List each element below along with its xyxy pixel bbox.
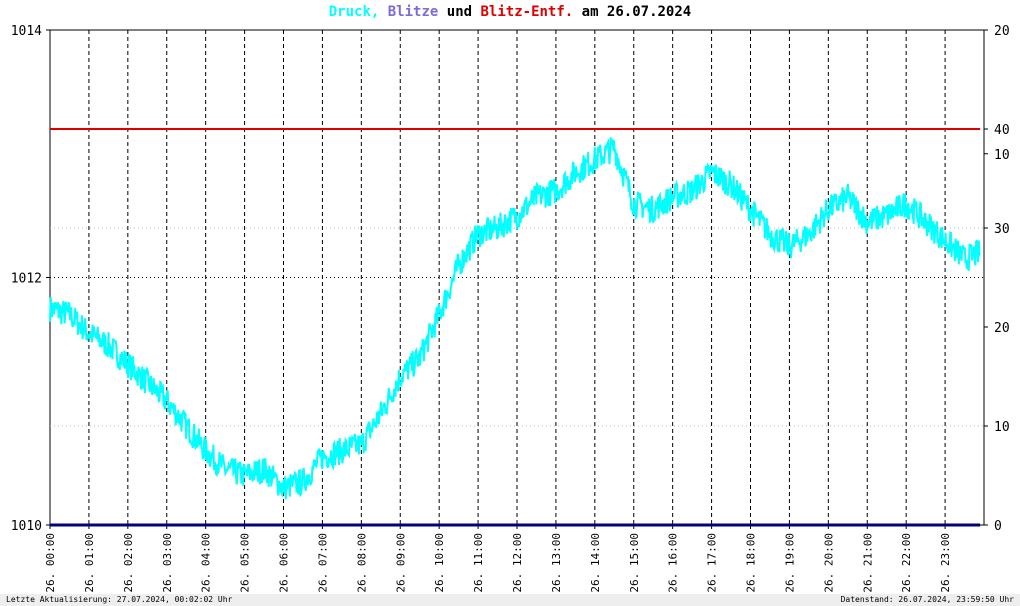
right-tick-label: 40 xyxy=(994,123,1010,138)
pressure-line xyxy=(49,137,981,500)
right-tick-label: 10 xyxy=(994,148,1010,163)
x-tick-label: 26. 00:00 xyxy=(44,533,57,593)
x-tick-label: 26. 02:00 xyxy=(122,533,135,593)
data-status-text: Datenstand: 26.07.2024, 23:59:50 Uhr xyxy=(840,595,1014,604)
title-lightning: Blitze xyxy=(379,4,439,20)
right-tick-label: 10 xyxy=(994,420,1010,435)
right-tick-label: 30 xyxy=(994,222,1010,237)
right-tick-label: 20 xyxy=(994,24,1010,39)
title-and: und xyxy=(438,4,481,20)
x-tick-label: 26. 07:00 xyxy=(316,533,329,593)
x-tick-label: 26. 18:00 xyxy=(745,533,758,593)
x-tick-label: 26. 05:00 xyxy=(239,533,252,593)
x-tick-label: 26. 10:00 xyxy=(433,533,446,593)
x-tick-label: 26. 12:00 xyxy=(511,533,524,593)
x-tick-label: 26. 16:00 xyxy=(667,533,680,593)
x-tick-label: 26. 19:00 xyxy=(783,533,796,593)
title-pressure: Druck, xyxy=(328,4,380,20)
x-tick-label: 26. 15:00 xyxy=(628,533,641,593)
title-distance: Blitz-Entf. xyxy=(480,4,574,20)
title-date: am 26.07.2024 xyxy=(573,4,692,20)
left-tick-label: 1012 xyxy=(11,272,42,287)
x-tick-label: 26. 06:00 xyxy=(278,533,291,593)
x-tick-label: 26. 09:00 xyxy=(394,533,407,593)
x-tick-label: 26. 04:00 xyxy=(200,533,213,593)
x-tick-label: 26. 14:00 xyxy=(589,533,602,593)
x-tick-label: 26. 08:00 xyxy=(355,533,368,593)
x-tick-label: 26. 22:00 xyxy=(900,533,913,593)
x-tick-label: 26. 23:00 xyxy=(939,533,952,593)
x-tick-label: 26. 11:00 xyxy=(472,533,485,593)
left-tick-label: 1014 xyxy=(11,24,42,39)
x-tick-label: 26. 21:00 xyxy=(861,533,874,593)
right-tick-label: 20 xyxy=(994,321,1010,336)
left-tick-label: 1010 xyxy=(11,519,42,534)
x-tick-label: 26. 03:00 xyxy=(161,533,174,593)
x-tick-label: 26. 20:00 xyxy=(822,533,835,593)
footer-bar xyxy=(0,594,1020,606)
chart-title: Druck, Blitze und Blitz-Entf. am 26.07.2… xyxy=(0,4,1020,20)
right-tick-label: 0 xyxy=(994,519,1002,534)
x-tick-label: 26. 17:00 xyxy=(706,533,719,593)
x-tick-label: 26. 01:00 xyxy=(83,533,96,593)
last-update-text: Letzte Aktualisierung: 27.07.2024, 00:02… xyxy=(6,595,233,604)
x-tick-label: 26. 13:00 xyxy=(550,533,563,593)
